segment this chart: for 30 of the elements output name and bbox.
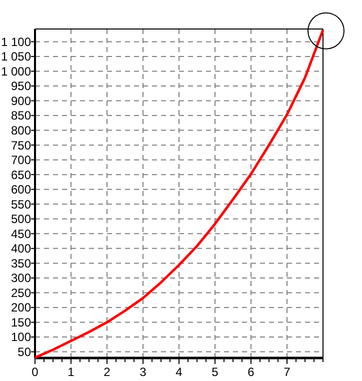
x-tick-label: 2 xyxy=(104,365,111,379)
x-tick-label: 6 xyxy=(248,365,255,379)
y-tick-label: 1 050 xyxy=(0,50,32,64)
y-tick-label: 350 xyxy=(10,256,32,270)
y-tick-label: 450 xyxy=(10,226,32,241)
y-tick-label: 200 xyxy=(10,300,32,315)
y-tick-label: 1 100 xyxy=(0,34,32,49)
y-tick-label: 600 xyxy=(10,182,32,197)
x-tick-label: 3 xyxy=(140,365,147,379)
y-tick-label: 400 xyxy=(10,242,32,256)
y-tick-label: 850 xyxy=(10,108,32,123)
y-tick-label: 1 000 xyxy=(0,64,32,78)
y-tick-label: 750 xyxy=(10,138,32,152)
x-tick-label: 0 xyxy=(32,365,39,379)
y-tick-label: 250 xyxy=(10,286,32,300)
x-tick-label: 4 xyxy=(176,365,183,379)
y-tick-label: 950 xyxy=(10,79,32,94)
x-tick-label: 7 xyxy=(284,365,291,379)
y-tick-label: 150 xyxy=(10,315,32,330)
y-tick-label: 700 xyxy=(10,153,32,168)
y-tick-label: 800 xyxy=(10,124,32,138)
y-tick-label: 100 xyxy=(10,330,32,344)
y-tick-label: 650 xyxy=(10,168,32,182)
y-tick-label: 500 xyxy=(10,212,32,226)
y-tick-label: 50 xyxy=(18,345,32,359)
y-tick-label: 550 xyxy=(10,197,32,212)
y-tick-label: 900 xyxy=(10,94,32,108)
x-tick-label: 1 xyxy=(68,365,75,379)
y-tick-label: 300 xyxy=(10,271,32,286)
x-tick-label: 5 xyxy=(212,365,219,379)
